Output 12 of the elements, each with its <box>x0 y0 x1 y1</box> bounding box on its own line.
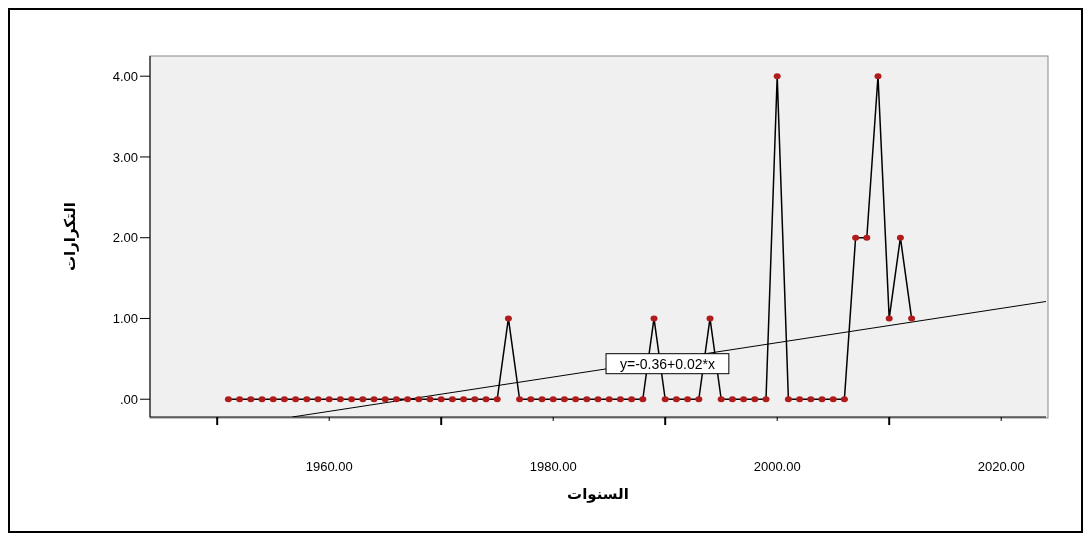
y-tick-label: 1.00 <box>112 311 138 327</box>
x-axis-title: السنوات <box>567 485 629 503</box>
x-tick-label: 1980.00 <box>529 459 577 474</box>
y-tick-label: 3.00 <box>112 149 138 165</box>
x-tick-label: 2020.00 <box>977 459 1025 474</box>
x-tick-label: 1960.00 <box>305 459 353 474</box>
annotation: y=-0.36+0.02*x <box>619 355 715 372</box>
y-tick-label: 2.00 <box>112 230 138 246</box>
y-axis-title: التكرارات <box>61 202 80 271</box>
x-tick-label: 2000.00 <box>753 459 801 474</box>
y-tick-label: .00 <box>119 391 138 407</box>
y-tick-label: 4.00 <box>112 68 138 84</box>
